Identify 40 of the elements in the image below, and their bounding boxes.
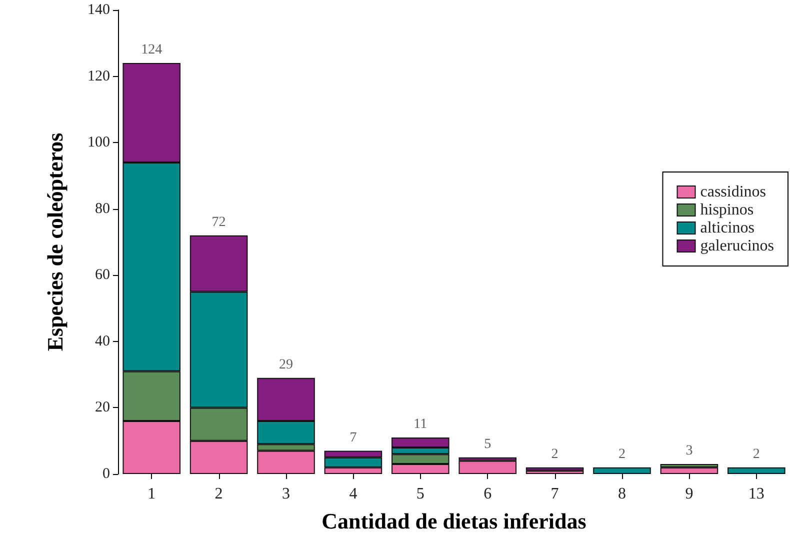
legend-label: hispinos — [700, 202, 754, 218]
x-tick-label: 7 — [550, 486, 559, 502]
y-tick-label: 0 — [102, 466, 110, 482]
total-label: 2 — [551, 446, 558, 462]
y-tick-label: 60 — [95, 267, 110, 284]
x-tick-label: 5 — [416, 486, 424, 502]
total-label: 2 — [618, 446, 626, 462]
x-tick-label: 9 — [685, 486, 694, 502]
x-tick-label: 4 — [349, 486, 358, 502]
x-tick-label: 6 — [484, 486, 492, 502]
x-tick-label: 3 — [282, 486, 290, 502]
bar — [526, 467, 584, 471]
y-tick-label: 20 — [95, 400, 110, 416]
total-label: 11 — [414, 417, 428, 432]
legend-label: galerucinos — [700, 238, 774, 254]
y-tick-label: 120 — [88, 68, 110, 84]
total-label: 5 — [484, 436, 492, 452]
y-axis-title: Especies de coleópteros — [42, 132, 68, 352]
legend-label: cassidinos — [700, 184, 766, 200]
total-label: 7 — [350, 430, 357, 446]
bar — [458, 460, 516, 474]
legend-label: alticinos — [700, 220, 754, 236]
x-tick-label: 1 — [148, 486, 156, 502]
x-tick-label: 8 — [618, 486, 626, 502]
y-tick-label: 100 — [88, 134, 110, 151]
y-tick-label: 40 — [95, 333, 110, 350]
y-tick-label: 140 — [88, 2, 110, 18]
bar — [660, 467, 718, 474]
total-label: 2 — [752, 446, 760, 462]
total-label: 124 — [141, 42, 162, 58]
total-label: 29 — [279, 357, 293, 372]
bar — [593, 467, 651, 474]
bar — [526, 470, 584, 474]
x-axis-title: Cantidad de dietas inferidas — [322, 508, 587, 534]
total-label: 72 — [212, 214, 226, 230]
x-tick-label: 2 — [214, 486, 223, 502]
y-tick-label: 80 — [95, 200, 110, 217]
bar — [728, 467, 786, 474]
x-tick-label: 13 — [748, 486, 764, 502]
total-label: 3 — [686, 444, 693, 459]
